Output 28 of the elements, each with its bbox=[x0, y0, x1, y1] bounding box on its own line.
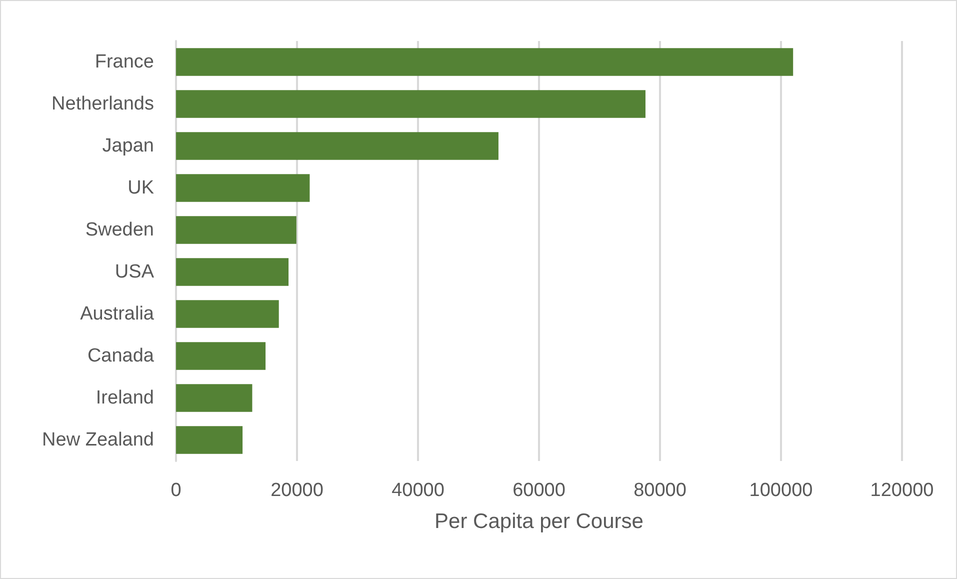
y-tick-label: Japan bbox=[102, 136, 154, 156]
bar bbox=[176, 426, 243, 454]
y-tick-label: Canada bbox=[87, 346, 154, 366]
x-tick-label: 100000 bbox=[749, 480, 813, 501]
bar bbox=[176, 384, 252, 412]
bar bbox=[176, 48, 794, 76]
bar bbox=[176, 258, 289, 286]
bar bbox=[176, 300, 279, 328]
x-tick-label: 20000 bbox=[270, 480, 324, 501]
x-tick-label: 0 bbox=[170, 480, 182, 501]
y-tick-label: Ireland bbox=[96, 388, 154, 408]
bar bbox=[176, 132, 498, 160]
bar bbox=[176, 216, 296, 244]
y-tick-label: Sweden bbox=[85, 220, 154, 240]
x-tick-label: 40000 bbox=[392, 480, 444, 501]
y-tick-label: France bbox=[94, 52, 154, 72]
y-tick-label: New Zealand bbox=[42, 430, 154, 450]
x-tick-label: 120000 bbox=[870, 480, 934, 501]
bar bbox=[176, 342, 266, 370]
y-tick-label: UK bbox=[128, 178, 154, 198]
x-axis-title: Per Capita per Course bbox=[434, 510, 644, 533]
x-tick-label: 60000 bbox=[512, 480, 566, 501]
x-tick-label: 80000 bbox=[634, 480, 686, 501]
y-tick-label: USA bbox=[114, 262, 154, 282]
y-tick-label: Netherlands bbox=[52, 94, 154, 114]
bar bbox=[176, 174, 310, 202]
bar bbox=[176, 90, 646, 118]
y-tick-label: Australia bbox=[80, 304, 154, 324]
